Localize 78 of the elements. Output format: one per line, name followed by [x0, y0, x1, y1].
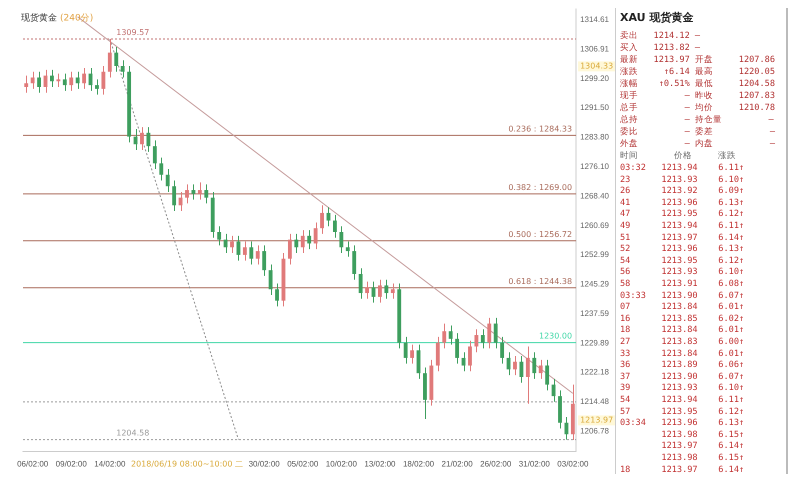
- x-tick-label: 26/02:00: [480, 459, 512, 468]
- text: 总手 — 均价 1210.78: [620, 102, 775, 114]
- y-tick-label: 1222.18: [580, 368, 610, 377]
- y-tick-label: 1291.50: [580, 103, 610, 112]
- text: 卖出 1214.12 —: [620, 30, 702, 42]
- text: 委比 — 委差 —: [620, 126, 775, 138]
- y-tick-label: 1283.80: [580, 132, 610, 142]
- text: 时间 价格 涨跌: [620, 150, 736, 162]
- text: 涨幅 ↑0.51% 最低 1204.58: [620, 78, 775, 90]
- text: 54 1213.95 6.12↑: [620, 254, 744, 267]
- x-tick-label: 06/02:00: [17, 459, 49, 468]
- text: 03:33 1213.90 6.07↑: [620, 290, 744, 302]
- text: 52 1213.96 6.13↑: [620, 243, 744, 256]
- ref-line-label: 0.382 : 1269.00: [508, 182, 572, 192]
- y-tick-label: 1268.40: [580, 191, 610, 200]
- text: 56 1213.93 6.10↑: [620, 266, 744, 278]
- text: 33 1213.84 6.01↑: [620, 348, 744, 360]
- text: 07 1213.84 6.01↑: [620, 301, 744, 314]
- y-tick-label: 1214.48: [580, 397, 610, 406]
- ref-line-label: 1230.00: [539, 332, 572, 341]
- text: 买入 1213.82 —: [620, 42, 702, 54]
- y-tick-label: 1299.20: [580, 74, 610, 83]
- y-tick-label: 1245.29: [580, 280, 610, 289]
- x-tick-label: 03/02:00: [557, 459, 589, 468]
- x-tick-label: 13/02:00: [364, 459, 396, 468]
- text: 47 1213.95 6.12↑: [620, 208, 744, 220]
- text: 39 1213.93 6.10↑: [620, 382, 744, 394]
- ref-line-label: 0.236 : 1284.33: [508, 124, 572, 134]
- text: 41 1213.96 6.13↑: [620, 196, 744, 209]
- text: 36 1213.89 6.06↑: [620, 359, 744, 372]
- text: 2018/06/19 08:00~10:00 二: [130, 459, 244, 468]
- text: XAU 现货黄金: [620, 11, 694, 24]
- x-tick-label: 30/02:00: [248, 459, 280, 468]
- y-tick-label: 1276.10: [580, 162, 610, 171]
- text: 总持 — 持仓量 —: [620, 114, 774, 126]
- text: 03:32 1213.94 6.11↑: [620, 162, 744, 174]
- text: (240分): [60, 12, 94, 24]
- y-tick-label: 1252.99: [580, 250, 610, 260]
- text: 16 1213.85 6.02↑: [620, 312, 744, 325]
- text: 58 1213.91 6.08↑: [620, 278, 744, 290]
- x-tick-label: 14/02:00: [94, 459, 126, 468]
- text: 37 1213.90 6.07↑: [620, 370, 744, 383]
- y-tick-label: 1229.89: [580, 338, 610, 348]
- text: 18 1213.97 6.14↑: [620, 464, 744, 476]
- y-tick-label: 1206.78: [580, 426, 610, 436]
- text: 最新 1213.97 开盘 1207.86: [620, 54, 775, 66]
- ref-line-label: 0.500 : 1256.72: [508, 230, 572, 239]
- text: 57 1213.95 6.12↑: [620, 406, 744, 418]
- ref-line-label: 1204.58: [116, 428, 150, 438]
- x-tick-label: 31/02:00: [518, 459, 550, 468]
- text: 26 1213.92 6.09↑: [620, 185, 744, 198]
- x-tick-label: 18/02:00: [402, 459, 435, 468]
- text: 54 1213.94 6.11↑: [620, 394, 744, 406]
- text: 1213.97: [580, 415, 614, 424]
- text: 23 1213.93 6.10↑: [620, 174, 744, 186]
- text: 03:34 1213.96 6.13↑: [620, 417, 744, 430]
- x-tick-label: 10/02:00: [326, 459, 358, 468]
- y-tick-label: 1237.59: [580, 308, 610, 318]
- text: 49 1213.94 6.11↑: [620, 220, 744, 232]
- text: 1213.97 6.14↑: [660, 440, 744, 452]
- text: 1304.33: [580, 61, 614, 70]
- text: 现手 — 昨收 1207.83: [620, 90, 775, 102]
- y-tick-label: 1314.61: [580, 15, 610, 24]
- ref-line-label: 1309.57: [116, 28, 150, 38]
- text: 1213.98 6.15↑: [660, 452, 744, 464]
- x-tick-label: 05/02:00: [287, 459, 319, 468]
- y-tick-label: 1260.69: [580, 220, 610, 230]
- y-tick-label: 1306.91: [580, 44, 610, 54]
- x-tick-label: 21/02:00: [442, 459, 474, 468]
- x-tick-label: 09/02:00: [56, 459, 88, 468]
- ref-line-label: 0.618 : 1244.38: [508, 276, 572, 286]
- text: 1213.98 6.15↑: [660, 428, 744, 441]
- text: 外盘 — 内盘 —: [620, 138, 775, 150]
- text: 涨跌 ↑6.14 最高 1220.05: [620, 66, 775, 78]
- text: 27 1213.83 6.00↑: [620, 336, 744, 348]
- text: 51 1213.97 6.14↑: [620, 232, 744, 244]
- text: 现货黄金: [21, 12, 57, 24]
- text: 18 1213.84 6.01↑: [620, 324, 744, 336]
